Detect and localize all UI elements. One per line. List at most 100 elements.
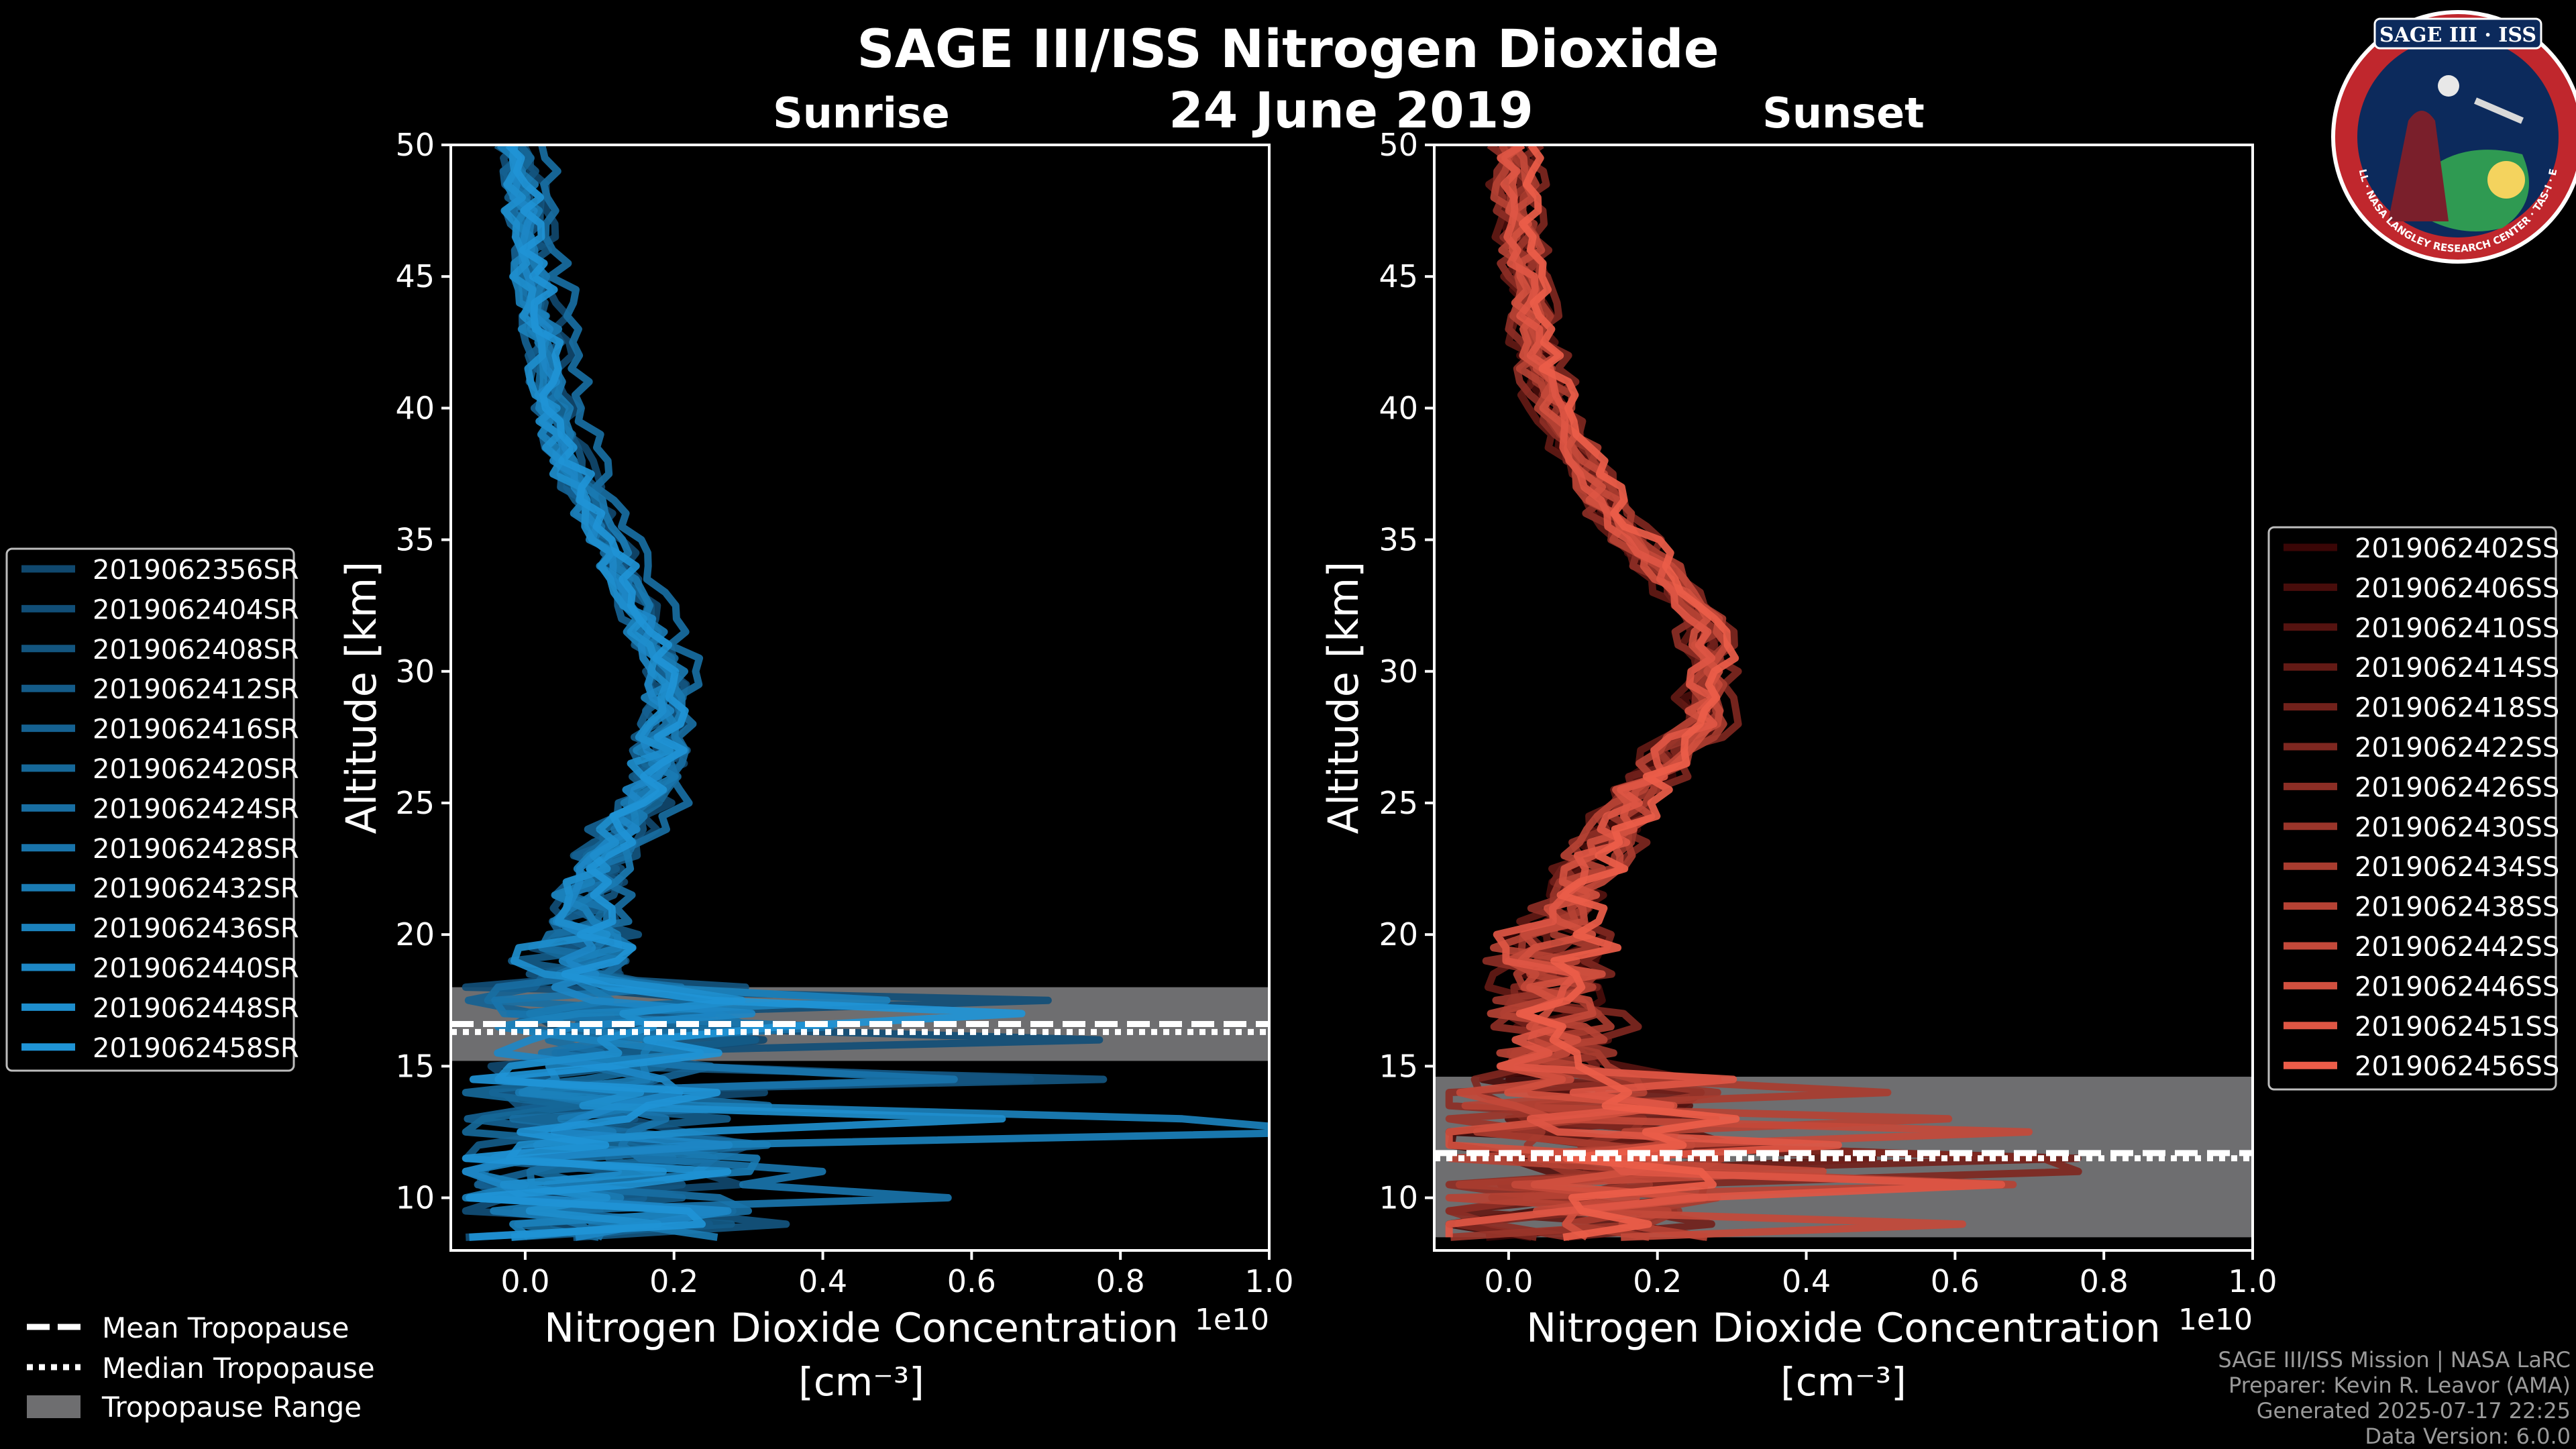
sunset-y-tick-label: 15 (1379, 1048, 1418, 1084)
sunrise-legend-label: 2019062416SR (93, 714, 299, 745)
sunrise-panel-title: Sunrise (773, 89, 950, 138)
sunset-legend-label: 2019062446SS (2355, 971, 2559, 1002)
sunrise-y-axis-label: Altitude [km] (337, 561, 386, 835)
sunset-panel-title: Sunset (1762, 89, 1925, 138)
sunset-x-ticks: 0.0 0.2 0.4 0.6 0.8 1.0 (1484, 1250, 2277, 1299)
tropopause-range-legend-label: Tropopause Range (101, 1391, 362, 1424)
logo-banner (2373, 17, 2542, 50)
sunset-legend-label: 2019062430SS (2355, 812, 2559, 843)
tropopause-legend: Mean Tropopause Median Tropopause Tropop… (27, 1311, 375, 1424)
sunrise-legend-label: 2019062428SR (93, 834, 299, 865)
sunrise-legend-label: 2019062458SR (93, 1033, 299, 1064)
sunrise-chart: 10 15 20 25 30 35 40 45 50 0.0 0.2 0.4 0.6 0.8 1.0 1e… (337, 127, 1294, 1405)
sunset-legend-label: 2019062418SS (2355, 693, 2559, 724)
sunset-series-2019062434SS (1455, 145, 1892, 1241)
sunrise-y-ticks: 10 15 20 25 30 35 40 45 50 (395, 127, 451, 1216)
sunset-x-scale-label: 1e10 (2178, 1303, 2253, 1337)
sunset-legend-box (2267, 526, 2557, 1091)
sunrise-y-tick-label: 40 (395, 390, 435, 426)
sunset-x-tick-label: 1.0 (2228, 1263, 2277, 1299)
sunset-x-axis-label: Nitrogen Dioxide Concentration (1526, 1305, 2161, 1352)
sunset-legend-label: 2019062434SS (2355, 852, 2559, 883)
sunset-legend-label: 2019062426SS (2355, 772, 2559, 803)
sunrise-y-tick-label: 15 (395, 1048, 435, 1084)
sunrise-series-2019062458SR (462, 145, 1026, 1241)
median-tropopause-legend-label: Median Tropopause (102, 1352, 375, 1385)
sunrise-y-tick-label: 30 (395, 653, 435, 690)
footer-line-1: SAGE III/ISS Mission | NASA LaRC (2218, 1347, 2571, 1373)
sunset-series-2019062456SS (1515, 145, 1740, 1241)
sunrise-legend-label: 2019062356SR (93, 555, 299, 586)
sunrise-x-axis-label: Nitrogen Dioxide Concentration (544, 1305, 1179, 1352)
sunrise-legend-label: 2019062408SR (93, 635, 299, 665)
footer: SAGE III/ISS Mission | NASA LaRC Prepare… (2218, 1347, 2571, 1449)
sunset-legend-label: 2019062414SS (2355, 653, 2559, 684)
sunset-x-tick-label: 0.8 (2080, 1263, 2129, 1299)
sunset-legend-label: 2019062438SS (2355, 892, 2559, 923)
sunrise-legend-box (5, 547, 295, 1072)
footer-line-3: Generated 2025-07-17 22:25 (2257, 1398, 2571, 1424)
tropopause-range-legend-swatch (27, 1395, 80, 1418)
sunset-y-tick-label: 35 (1379, 522, 1418, 558)
sunset-y-tick-label: 10 (1379, 1180, 1418, 1216)
figure-title: SAGE III/ISS Nitrogen Dioxide (857, 19, 1719, 80)
sunset-x-axis-units: [cm⁻³] (1780, 1359, 1907, 1405)
sunset-legend-label: 2019062422SS (2355, 733, 2559, 763)
sunrise-x-tick-label: 0.0 (500, 1263, 549, 1299)
sunrise-y-tick-label: 35 (395, 522, 435, 558)
sunrise-legend-label: 2019062424SR (93, 794, 299, 824)
sunset-y-tick-label: 25 (1379, 785, 1418, 821)
sunrise-legend-label: 2019062420SR (93, 754, 299, 785)
sunrise-legend-label: 2019062436SR (93, 914, 299, 945)
sunrise-legend-label: 2019062432SR (93, 873, 299, 904)
sunrise-legend-label: 2019062448SR (93, 993, 299, 1024)
sunset-legend-label: 2019062410SS (2355, 613, 2559, 644)
sunset-legend-label: 2019062451SS (2355, 1012, 2559, 1042)
sunset-y-tick-label: 45 (1379, 258, 1418, 294)
sunset-chart: 10 15 20 25 30 35 40 45 50 0.0 0.2 0.4 0.6 0.8 1.0 1e… (1319, 127, 2277, 1405)
sunrise-x-tick-label: 0.4 (798, 1263, 847, 1299)
sunset-y-tick-label: 20 (1379, 916, 1418, 953)
sunset-legend-label: 2019062442SS (2355, 932, 2559, 963)
sunrise-axes-frame (449, 144, 1271, 1252)
sunset-x-tick-label: 0.4 (1782, 1263, 1831, 1299)
sunset-x-tick-label: 0.0 (1484, 1263, 1533, 1299)
sunrise-y-tick-label: 10 (395, 1180, 435, 1216)
sunset-x-tick-label: 0.2 (1633, 1263, 1682, 1299)
sunset-x-tick-label: 0.6 (1931, 1263, 1980, 1299)
sunrise-x-tick-label: 0.2 (649, 1263, 698, 1299)
sunset-y-ticks: 10 15 20 25 30 35 40 45 50 (1379, 127, 1434, 1216)
sunset-y-tick-label: 30 (1379, 653, 1418, 690)
sunrise-legend-label: 2019062412SR (93, 674, 299, 705)
sunrise-x-tick-label: 1.0 (1244, 1263, 1293, 1299)
sunrise-x-ticks: 0.0 0.2 0.4 0.6 0.8 1.0 (500, 1250, 1294, 1299)
sunrise-legend-label: 2019062404SR (93, 594, 299, 625)
sunset-series-layer (1445, 145, 2082, 1241)
sunset-legend: 2019062402SS 2019062406SS 2019062410SS 2019… (2267, 526, 2559, 1091)
sunrise-x-scale-label: 1e10 (1195, 1303, 1269, 1337)
sunset-series-2019062451SS (1445, 145, 2006, 1238)
sunset-axes-frame (1433, 144, 2254, 1252)
sunset-y-axis-label: Altitude [km] (1319, 561, 1368, 835)
sunrise-series-layer (462, 145, 1269, 1241)
sunrise-x-axis-units: [cm⁻³] (798, 1359, 924, 1405)
sunset-legend-label: 2019062456SS (2355, 1051, 2559, 1082)
sunset-y-tick-label: 50 (1379, 127, 1418, 163)
sunset-legend-label: 2019062402SS (2355, 533, 2559, 564)
sunrise-legend-label: 2019062440SR (93, 953, 299, 984)
footer-line-4: Data Version: 6.0.0 (2365, 1424, 2571, 1449)
figure-date: 24 June 2019 (1169, 82, 1534, 140)
logo-station-icon (2474, 97, 2524, 124)
logo-figure-icon (2388, 111, 2449, 221)
logo-moon-icon (2438, 75, 2459, 97)
sunrise-legend: 2019062356SR 2019062404SR 2019062408SR 2019… (5, 547, 299, 1072)
sunrise-series-2019062440SR (462, 145, 756, 1241)
footer-line-2: Preparer: Kevin R. Leavor (AMA) (2229, 1373, 2571, 1398)
logo-top-text: SAGE III · ISS (2379, 23, 2536, 47)
sunrise-x-tick-label: 0.6 (947, 1263, 996, 1299)
sunrise-y-tick-label: 20 (395, 916, 435, 953)
sunrise-y-tick-label: 25 (395, 785, 435, 821)
sunrise-x-tick-label: 0.8 (1096, 1263, 1145, 1299)
sunrise-y-tick-label: 45 (395, 258, 435, 294)
